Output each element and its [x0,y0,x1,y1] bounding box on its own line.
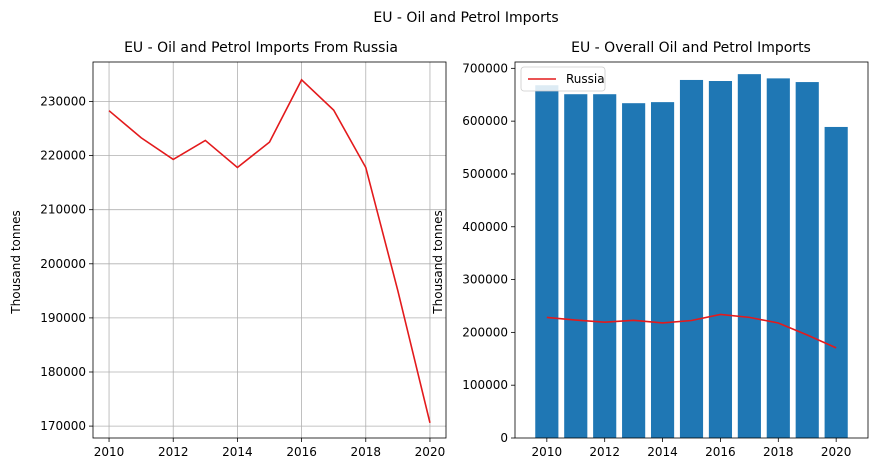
left-ytick-label: 180000 [40,365,86,379]
russia-overlay-line [546,313,837,349]
bar-2016 [708,81,733,439]
right-ytick-label: 600000 [462,114,508,128]
right-xtick-label: 2016 [705,445,736,459]
left-ytick-label: 170000 [40,419,86,433]
bar-2020 [824,126,848,439]
bar-2015 [679,79,704,439]
russia-series-line [108,78,431,424]
legend-russia-label: Russia [566,72,605,86]
overall-imports-bar-chart: 2010 2012 2014 2016 2018 2020 0 100000 200000 300… [462,61,869,459]
left-xtick-label: 2010 [94,445,125,459]
left-ytick-label: 230000 [40,94,86,108]
bar-2014 [650,102,675,439]
right-ytick-label: 400000 [462,220,508,234]
right-ytick-label: 200000 [462,325,508,339]
bar-2013 [622,103,646,438]
bar-2012 [593,94,617,438]
left-axes-frame [92,61,447,439]
left-xtick-label: 2018 [350,445,381,459]
right-chart-ylabel: Thousand tonnes [431,210,445,314]
legend-box [520,66,606,92]
right-xtick-label: 2020 [821,445,852,459]
right-ytick-label: 500000 [462,167,508,181]
right-xtick-label: 2010 [532,445,563,459]
bar-2011 [564,94,588,438]
left-xtick-label: 2014 [222,445,253,459]
left-ytick-label: 200000 [40,257,86,271]
bar-2018 [766,78,790,438]
bar-2010 [535,85,559,438]
right-xtick-label: 2018 [763,445,794,459]
russia-imports-line-chart: 2010 2012 2014 2016 2018 2020 170000 180000 1900… [40,61,447,459]
left-xtick-label: 2012 [158,445,189,459]
right-legend: Russia [520,66,606,92]
left-ytick-label: 190000 [40,311,86,325]
left-xtick-label: 2020 [415,445,446,459]
left-ytick-label: 220000 [40,149,86,163]
left-chart-title: EU - Oil and Petrol Imports From Russia [124,40,398,56]
left-chart-ylabel: Thousand tonnes [9,210,23,314]
figure-suptitle: EU - Oil and Petrol Imports [373,10,558,26]
left-xtick-label: 2016 [286,445,317,459]
right-ytick-label: 700000 [462,61,508,75]
left-ytick-label: 210000 [40,203,86,217]
right-xtick-label: 2012 [589,445,620,459]
right-ytick-label: 0 [500,431,508,445]
right-ytick-label: 300000 [462,273,508,287]
right-xtick-label: 2014 [647,445,678,459]
bar-2019 [795,82,819,438]
bar-2017 [737,74,761,439]
right-axes-frame [514,61,869,439]
right-ytick-label: 100000 [462,378,508,392]
right-chart-title: EU - Overall Oil and Petrol Imports [571,40,811,56]
